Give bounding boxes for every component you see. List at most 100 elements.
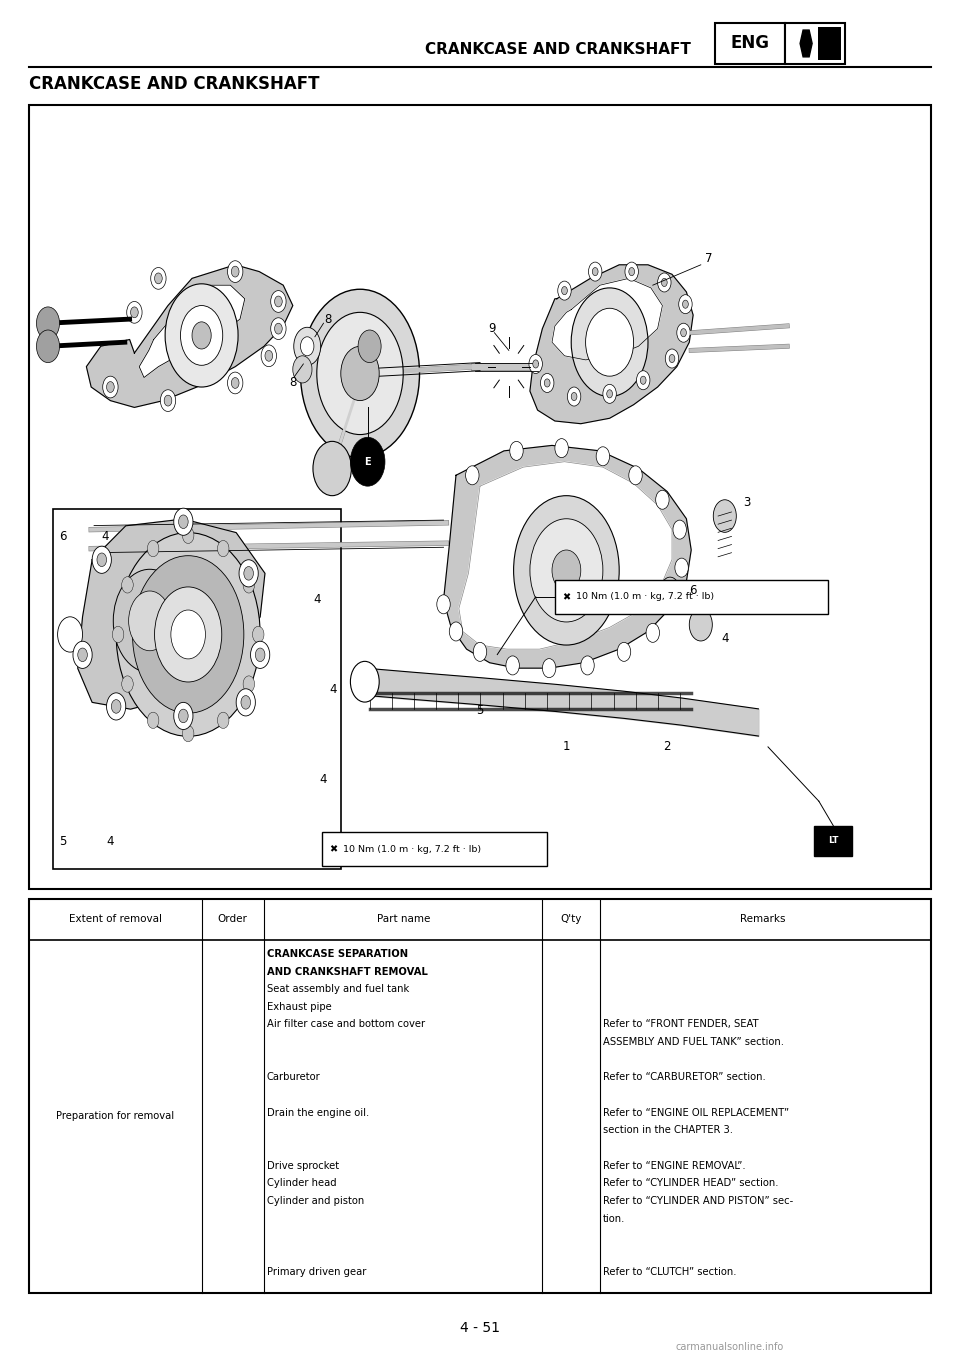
Text: ENG: ENG [731, 34, 770, 53]
Circle shape [313, 441, 351, 496]
Circle shape [239, 559, 258, 587]
Circle shape [567, 387, 581, 406]
Circle shape [542, 659, 556, 678]
Text: 10 Nm (1.0 m · kg, 7.2 ft · lb): 10 Nm (1.0 m · kg, 7.2 ft · lb) [576, 592, 714, 602]
Circle shape [341, 346, 379, 401]
Circle shape [350, 437, 385, 486]
Circle shape [529, 354, 542, 373]
Bar [29, 899, 931, 1293]
Polygon shape [444, 445, 691, 668]
Circle shape [514, 496, 619, 645]
Circle shape [679, 295, 692, 314]
Circle shape [271, 291, 286, 312]
Circle shape [689, 608, 712, 641]
Circle shape [673, 520, 686, 539]
Circle shape [122, 577, 133, 593]
Circle shape [449, 622, 463, 641]
Circle shape [658, 273, 671, 292]
Text: ✖: ✖ [563, 592, 570, 602]
Circle shape [275, 296, 282, 307]
Circle shape [625, 262, 638, 281]
Circle shape [300, 337, 314, 356]
Text: 6: 6 [59, 530, 66, 543]
Circle shape [147, 712, 158, 728]
Text: ✖: ✖ [329, 845, 337, 854]
Text: 8: 8 [289, 376, 297, 390]
Text: section in the CHAPTER 3.: section in the CHAPTER 3. [603, 1126, 732, 1135]
Circle shape [629, 268, 635, 276]
Text: Primary driven gear: Primary driven gear [267, 1267, 367, 1277]
Circle shape [92, 546, 111, 573]
Circle shape [617, 642, 631, 661]
Circle shape [243, 577, 254, 593]
Text: Drain the engine oil.: Drain the engine oil. [267, 1108, 370, 1118]
Circle shape [661, 278, 667, 287]
Circle shape [171, 610, 205, 659]
Circle shape [132, 555, 244, 713]
Circle shape [683, 300, 688, 308]
Text: Extent of removal: Extent of removal [69, 914, 161, 925]
Text: Remarks: Remarks [740, 914, 786, 925]
Circle shape [681, 329, 686, 337]
Text: Cylinder head: Cylinder head [267, 1179, 337, 1188]
Circle shape [107, 382, 114, 392]
Circle shape [558, 281, 571, 300]
Text: AND CRANKSHAFT REMOVAL: AND CRANKSHAFT REMOVAL [267, 967, 428, 976]
Bar [322, 832, 547, 866]
Circle shape [350, 661, 379, 702]
Text: Cylinder and piston: Cylinder and piston [267, 1196, 364, 1206]
Text: 6: 6 [689, 584, 697, 598]
Polygon shape [459, 462, 672, 649]
Text: Order: Order [218, 914, 248, 925]
Text: Refer to “CYLINDER HEAD” section.: Refer to “CYLINDER HEAD” section. [603, 1179, 779, 1188]
Text: Part name: Part name [376, 914, 430, 925]
Circle shape [437, 595, 450, 614]
Circle shape [544, 379, 550, 387]
Text: 2: 2 [663, 740, 671, 754]
Circle shape [294, 327, 321, 365]
Circle shape [243, 676, 254, 693]
Circle shape [174, 508, 193, 535]
Text: 1: 1 [563, 740, 570, 754]
Circle shape [160, 390, 176, 411]
Circle shape [665, 349, 679, 368]
Circle shape [629, 466, 642, 485]
Circle shape [107, 693, 126, 720]
Circle shape [218, 540, 229, 557]
Circle shape [530, 519, 603, 622]
Circle shape [179, 709, 188, 722]
Text: Drive sprocket: Drive sprocket [267, 1161, 339, 1171]
Text: Refer to “ENGINE REMOVAL”.: Refer to “ENGINE REMOVAL”. [603, 1161, 746, 1171]
Circle shape [677, 323, 690, 342]
Circle shape [155, 273, 162, 284]
Circle shape [192, 322, 211, 349]
Text: tion.: tion. [603, 1214, 625, 1224]
Circle shape [36, 330, 60, 363]
Text: 8: 8 [324, 312, 332, 326]
Text: Seat assembly and fuel tank: Seat assembly and fuel tank [267, 985, 409, 994]
Text: 7: 7 [705, 251, 712, 265]
Circle shape [165, 284, 238, 387]
Text: 4: 4 [320, 773, 327, 786]
Circle shape [466, 466, 479, 485]
Circle shape [182, 725, 194, 741]
Polygon shape [78, 519, 265, 709]
Circle shape [358, 330, 381, 363]
Circle shape [174, 702, 193, 729]
Circle shape [586, 308, 634, 376]
Circle shape [155, 587, 222, 682]
Circle shape [656, 490, 669, 509]
Circle shape [58, 617, 83, 652]
Polygon shape [800, 30, 812, 57]
Circle shape [473, 642, 487, 661]
Text: 4: 4 [107, 835, 114, 849]
Text: CRANKCASE AND CRANKSHAFT: CRANKCASE AND CRANKSHAFT [29, 75, 320, 92]
Circle shape [252, 626, 264, 642]
Circle shape [73, 641, 92, 668]
Circle shape [555, 439, 568, 458]
Polygon shape [86, 265, 293, 407]
Circle shape [533, 360, 539, 368]
Text: 4: 4 [721, 631, 729, 645]
Circle shape [112, 626, 124, 642]
Text: Exhaust pipe: Exhaust pipe [267, 1002, 331, 1012]
